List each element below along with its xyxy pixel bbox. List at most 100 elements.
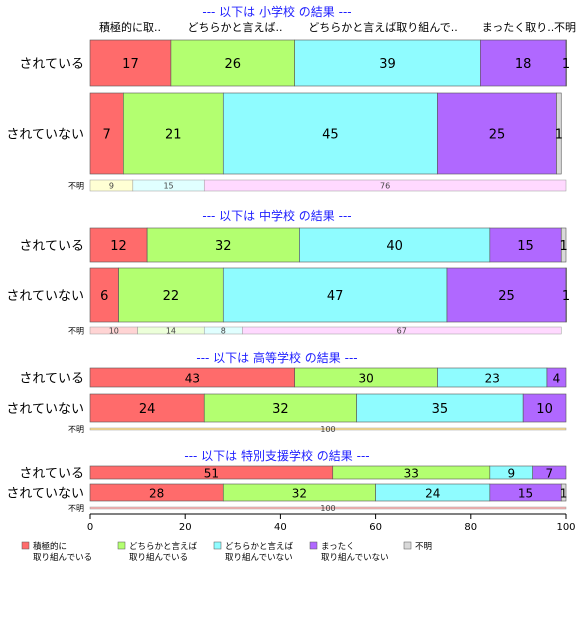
column-header: まったく取り..	[482, 21, 555, 34]
bar-value-label: 10	[536, 402, 553, 417]
bar-value-label: 15	[517, 239, 534, 254]
bar-segment	[294, 39, 481, 87]
bar-segment	[532, 465, 567, 480]
x-axis-tick-label: 100	[556, 522, 575, 533]
unknown-value-label: 15	[163, 182, 173, 191]
bar-value-label: 47	[327, 289, 344, 304]
bar-value-label: 35	[432, 402, 449, 417]
row-label: されていない	[6, 402, 84, 417]
bar-value-label: 24	[139, 402, 156, 417]
unknown-bar-segment	[242, 326, 562, 335]
column-header: 積極的に取..	[99, 20, 161, 34]
bar-value-label: 15	[518, 487, 533, 501]
bar-segment	[446, 267, 567, 323]
bar-segment	[546, 367, 567, 388]
unknown-value-label: 76	[380, 182, 390, 191]
bar-segment	[222, 92, 438, 175]
bar-value-label: 9	[507, 467, 515, 481]
legend-label: 取り組んでいない	[321, 552, 389, 563]
bar-value-label: 45	[322, 128, 339, 143]
legend-label: 不明	[415, 542, 432, 552]
bar-value-label: 1	[562, 289, 570, 304]
bar-segment	[89, 39, 172, 87]
bar-value-label: 33	[404, 467, 419, 481]
column-header: どちらかと言えば取り組んで..	[308, 21, 457, 34]
bar-segment	[89, 267, 119, 323]
bar-value-label: 26	[225, 57, 242, 72]
bar-value-label: 1	[559, 239, 567, 254]
legend-label: 積極的に	[33, 541, 67, 552]
unknown-bar-segment	[203, 179, 567, 192]
row-label: されている	[19, 467, 84, 482]
x-axis-tick-label: 40	[274, 522, 287, 533]
bar-segment	[522, 393, 567, 423]
legend-swatch	[117, 541, 126, 550]
unknown-row-label: 不明	[68, 327, 84, 336]
unknown-value-label: 100	[320, 425, 335, 434]
unknown-value-label: 9	[109, 182, 114, 191]
bar-value-label: 28	[149, 487, 164, 501]
bar-value-label: 7	[103, 128, 111, 143]
bar-segment	[203, 393, 357, 423]
unknown-value-label: 67	[397, 327, 407, 336]
bar-segment	[118, 267, 224, 323]
panel-title: --- 以下は 高等学校 の結果 ---	[196, 350, 357, 365]
legend-label: どちらかと言えば	[225, 541, 294, 552]
bar-segment	[489, 227, 562, 263]
unknown-row-label: 不明	[68, 182, 84, 191]
bar-value-label: 22	[163, 289, 180, 304]
bar-value-label: 43	[185, 372, 200, 386]
bar-value-label: 1	[562, 57, 570, 72]
bar-segment	[556, 92, 562, 175]
unknown-bar-segment	[89, 427, 567, 431]
bar-value-label: 40	[386, 239, 403, 254]
legend-swatch	[21, 541, 30, 550]
bar-value-label: 1	[555, 128, 563, 143]
x-axis-tick-label: 0	[87, 522, 93, 533]
bar-value-label: 24	[425, 487, 440, 501]
bar-segment	[89, 92, 124, 175]
unknown-bar-segment	[89, 506, 567, 510]
bar-segment	[560, 227, 567, 263]
bar-value-label: 32	[292, 487, 307, 501]
row-label: されていない	[6, 487, 84, 502]
panel-title: --- 以下は 特別支援学校 の結果 ---	[184, 448, 369, 463]
legend-swatch	[213, 541, 222, 550]
bar-value-label: 12	[110, 239, 127, 254]
bar-value-label: 25	[489, 128, 506, 143]
bar-value-label: 25	[498, 289, 515, 304]
legend-label: まったく	[321, 542, 355, 552]
bar-value-label: 7	[546, 467, 554, 481]
bar-value-label: 6	[100, 289, 108, 304]
bar-segment	[299, 227, 491, 263]
bar-value-label: 32	[215, 239, 232, 254]
bar-value-label: 39	[379, 57, 396, 72]
bar-segment	[437, 92, 557, 175]
column-header: 不明	[554, 21, 576, 34]
panel-title: --- 以下は 中学校 の結果 ---	[202, 208, 351, 223]
bar-segment	[565, 267, 567, 323]
row-label: されている	[19, 239, 84, 254]
unknown-value-label: 14	[166, 327, 176, 336]
bar-value-label: 4	[553, 372, 561, 386]
bar-segment	[170, 39, 295, 87]
legend-label: 取り組んでいる	[129, 552, 188, 563]
bar-segment	[565, 39, 567, 87]
bar-value-label: 32	[272, 402, 289, 417]
bar-value-label: 51	[204, 467, 219, 481]
unknown-value-label: 10	[109, 327, 119, 336]
x-axis-tick-label: 60	[369, 522, 382, 533]
legend-label: 取り組んでいる	[33, 552, 92, 563]
bar-value-label: 17	[122, 57, 139, 72]
legend-swatch	[403, 541, 412, 550]
bar-segment	[146, 227, 300, 263]
bar-value-label: 23	[485, 372, 500, 386]
unknown-row-label: 不明	[68, 504, 84, 513]
legend-label: どちらかと言えば	[129, 541, 198, 552]
row-label: されていない	[6, 128, 84, 143]
legend-label: 取り組んでいない	[225, 552, 293, 563]
row-label: されている	[19, 372, 84, 387]
bar-segment	[89, 227, 148, 263]
